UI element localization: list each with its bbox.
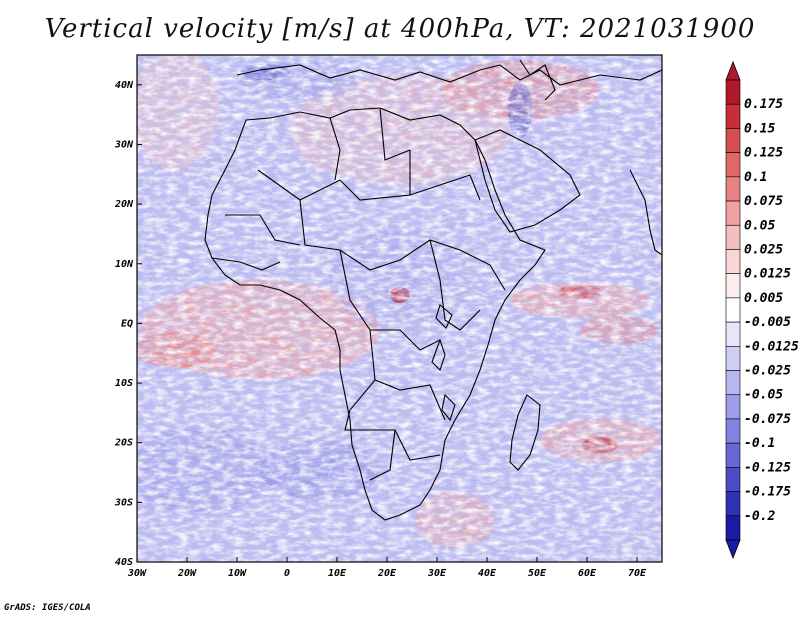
y-tick-label: 20S [114,438,133,449]
colorbar-label: -0.075 [744,412,791,427]
colorbar-label: 0.125 [744,146,783,161]
colorbar-label: 0.175 [744,97,783,112]
y-tick-label: 40N [115,80,134,91]
grads-credit: GrADS: IGES/COLA [4,603,91,613]
colorbar-cell [725,467,741,492]
y-axis-ticks: 40N 30N 20N 10N EQ 10S 20S 30S 40S [114,80,142,568]
colorbar-cell [725,442,741,468]
coastlines [204,59,662,521]
colorbar-label: 0.025 [744,242,783,257]
x-tick-label: 10E [328,568,347,579]
colorbar-label: -0.2 [744,509,775,524]
x-tick-label: 30W [127,568,147,579]
colorbar-cell [725,418,741,444]
colorbar-cell [725,200,741,226]
colorbar: 0.175 0.15 0.125 0.1 0.075 0.05 0.025 0.0125 0.0… [725,60,799,560]
y-tick-label: 10N [115,259,134,270]
x-tick-label: 10W [228,568,247,579]
colorbar-cell [725,346,741,371]
colorbar-label: 0.0125 [744,267,791,282]
colorbar-cell [725,321,741,347]
colorbar-cell [725,515,741,541]
x-tick-label: 50E [528,568,547,579]
colorbar-label: 0.1 [744,170,767,185]
colorbar-cell [725,224,741,250]
y-tick-label: 30S [114,497,133,508]
colorbar-cell [725,176,741,202]
x-tick-label: 60E [578,568,597,579]
colorbar-cell [725,491,741,517]
velocity-field [137,55,662,562]
colorbar-bottom-arrow [725,539,741,560]
x-axis-ticks: 30W 20W 10W 0 10E 20E 30E 40E 50E 60E 70E [127,557,647,579]
chart-title: Vertical velocity [m/s] at 400hPa, VT: 2… [44,14,756,44]
x-tick-label: 20E [377,568,397,579]
colorbar-cell [725,103,741,129]
colorbar-label: -0.025 [744,364,791,379]
x-tick-label: 70E [628,568,647,579]
colorbar-label: -0.0125 [744,339,799,354]
y-tick-label: 10S [115,378,133,389]
colorbar-label: 0.005 [744,291,783,306]
y-tick-label: EQ [121,318,133,329]
colorbar-cell [725,370,741,396]
x-tick-label: 20W [177,568,197,579]
colorbar-label: -0.175 [744,485,791,500]
colorbar-cell [725,79,741,105]
colorbar-label: -0.05 [744,388,783,403]
x-tick-label: 30E [427,568,447,579]
colorbar-label: 0.075 [744,194,783,209]
colorbar-cell [725,152,741,178]
map-border [136,54,663,563]
colorbar-label: 0.15 [744,121,775,136]
y-tick-label: 20N [114,199,134,210]
x-tick-label: 0 [284,568,290,579]
colorbar-label: 0.05 [744,218,775,233]
y-tick-label: 30N [114,139,134,150]
colorbar-cell [725,394,741,420]
colorbar-label: -0.125 [744,460,791,475]
colorbar-cell [725,273,741,299]
colorbar-label: -0.005 [744,315,791,330]
colorbar-cell [725,128,741,153]
y-tick-label: 40S [115,557,133,568]
colorbar-label: -0.1 [744,436,775,451]
colorbar-top-arrow [725,60,741,81]
x-tick-label: 40E [478,568,497,579]
colorbar-cell [725,297,741,323]
colorbar-cell [725,249,741,274]
